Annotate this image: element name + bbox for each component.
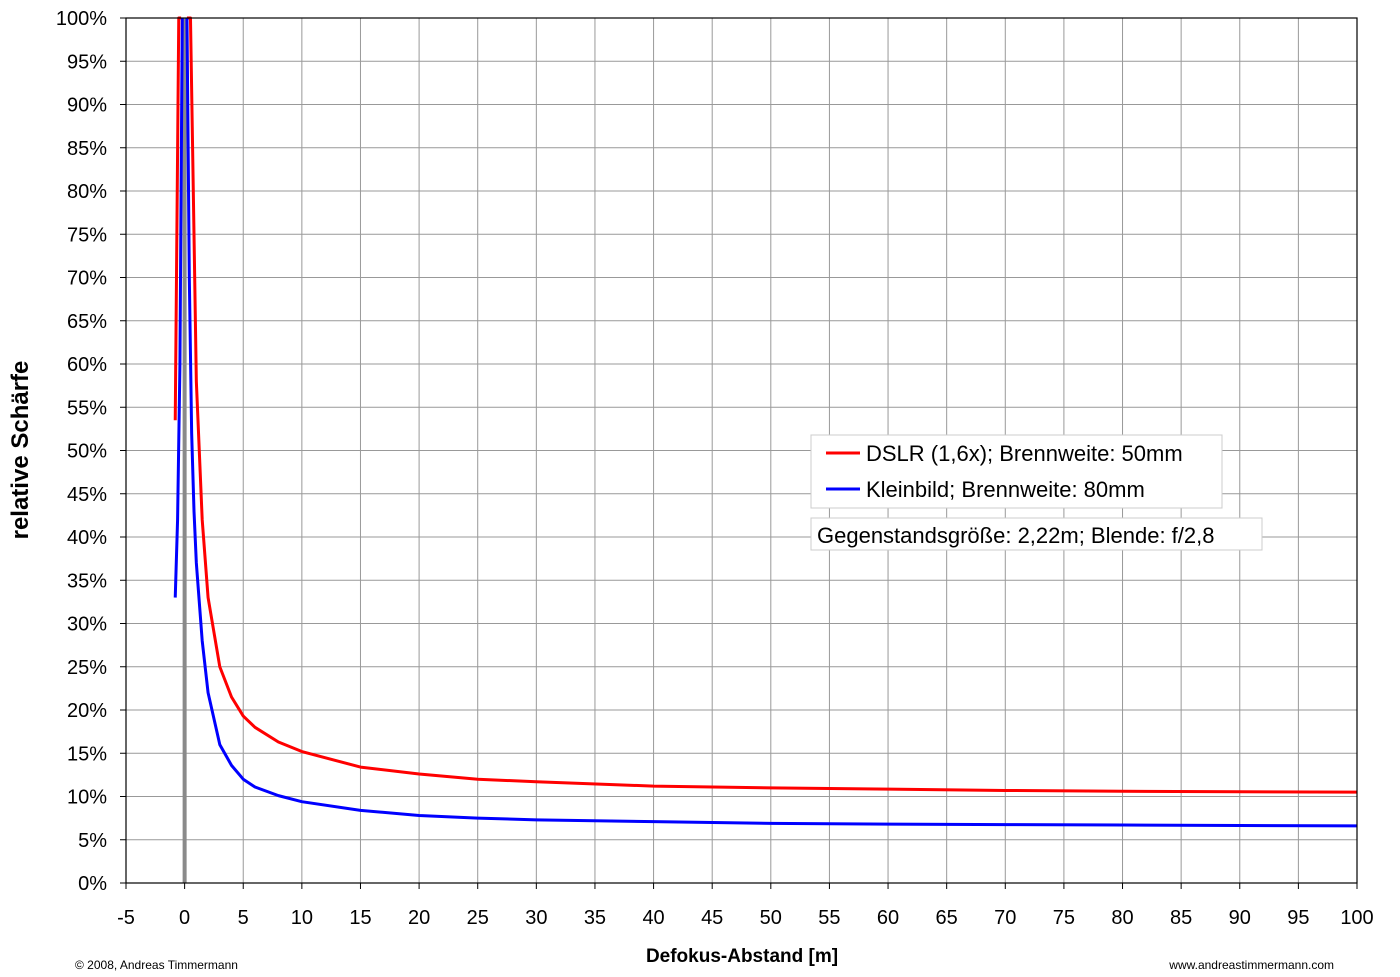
- x-tick-label: 45: [701, 907, 723, 929]
- x-tick-label: 0: [179, 907, 190, 929]
- y-tick-label: 0%: [78, 873, 107, 895]
- y-tick-label: 35%: [67, 570, 107, 592]
- x-tick-label: 15: [349, 907, 371, 929]
- x-tick-label: 55: [818, 907, 840, 929]
- legend: DSLR (1,6x); Brennweite: 50mm Kleinbild;…: [810, 434, 1223, 509]
- x-tick-label: 90: [1229, 907, 1251, 929]
- y-tick-label: 65%: [67, 311, 107, 333]
- x-tick-label: 80: [1111, 907, 1133, 929]
- y-tick-label: 45%: [67, 484, 107, 506]
- y-tick-label: 100%: [56, 8, 107, 30]
- annotation: Gegenstandsgröße: 2,22m; Blende: f/2,8: [810, 517, 1263, 551]
- y-tick-label: 60%: [67, 354, 107, 376]
- y-tick-label: 20%: [67, 700, 107, 722]
- y-tick-label: 70%: [67, 268, 107, 290]
- y-tick-label: 75%: [67, 224, 107, 246]
- x-tick-label: 10: [291, 907, 313, 929]
- y-tick-label: 90%: [67, 95, 107, 117]
- x-tick-label: 5: [238, 907, 249, 929]
- x-tick-label: 35: [584, 907, 606, 929]
- y-tick-label: 50%: [67, 441, 107, 463]
- series-line-kleinbild-near: [173, 17, 184, 598]
- x-tick-label: 95: [1287, 907, 1309, 929]
- y-tick-label: 80%: [67, 181, 107, 203]
- y-tick-label: 55%: [67, 397, 107, 419]
- x-tick-label: 20: [408, 907, 430, 929]
- x-tick-label: -5: [117, 907, 135, 929]
- y-axis-title: relative Schärfe: [7, 361, 34, 540]
- x-tick-label: 100: [1340, 907, 1373, 929]
- y-tick-label: 95%: [67, 51, 107, 73]
- y-tick-label: 40%: [67, 527, 107, 549]
- x-tick-label: 60: [877, 907, 899, 929]
- y-tick-label: 25%: [67, 657, 107, 679]
- series-layer: [173, 16, 1358, 828]
- y-tick-labels: 0% 5% 10% 15% 20% 25% 30% 35% 40% 45% 50% 55% 60% 65%…: [56, 8, 107, 895]
- y-tick-label: 5%: [78, 830, 107, 852]
- legend-label-kleinbild: Kleinbild; Brennweite: 80mm: [866, 477, 1145, 502]
- y-tick-label: 15%: [67, 743, 107, 765]
- annotation-box: [810, 517, 1263, 551]
- x-tick-label: 85: [1170, 907, 1192, 929]
- legend-box: [810, 434, 1223, 509]
- legend-label-dslr: DSLR (1,6x); Brennweite: 50mm: [866, 441, 1183, 466]
- y-tick-label: 85%: [67, 138, 107, 160]
- x-tick-labels: -5 0 5 10 15 20 25 30 35 40 45 50 55 60 65 70 75 80 85 90 95…: [117, 907, 1374, 929]
- x-tick-label: 40: [642, 907, 664, 929]
- annotation-text: Gegenstandsgröße: 2,22m; Blende: f/2,8: [817, 523, 1214, 548]
- series-line-kleinbild-far: [185, 17, 1358, 828]
- axes: [120, 17, 1358, 889]
- x-tick-label: 50: [760, 907, 782, 929]
- series-line-dslr-far: [186, 16, 1358, 794]
- x-tick-label: 65: [936, 907, 958, 929]
- copyright-text: © 2008, Andreas Timmermann: [75, 958, 238, 972]
- website-text: www.andreastimmermann.com: [1168, 958, 1334, 972]
- x-axis-title: Defokus-Abstand [m]: [646, 946, 838, 967]
- x-tick-label: 25: [467, 907, 489, 929]
- x-tick-label: 70: [994, 907, 1016, 929]
- y-tick-label: 30%: [67, 614, 107, 636]
- x-tick-label: 30: [525, 907, 547, 929]
- y-tick-label: 10%: [67, 787, 107, 809]
- x-tick-label: 75: [1053, 907, 1075, 929]
